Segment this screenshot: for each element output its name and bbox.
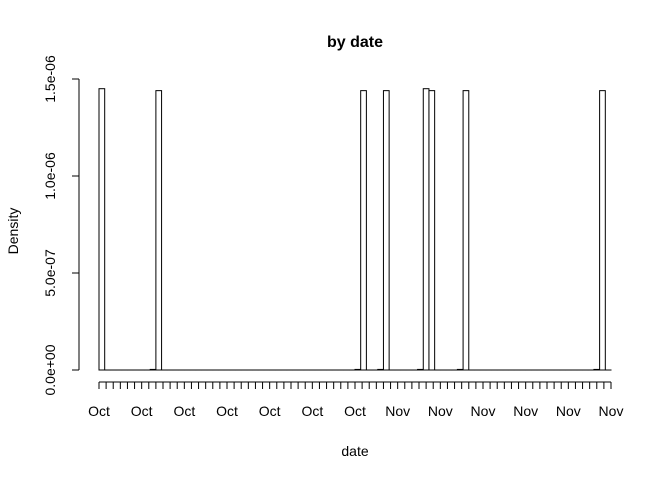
histogram-bar [428, 90, 436, 371]
histogram-bar [354, 368, 362, 371]
histogram-bar [155, 90, 163, 371]
y-axis: 0.0e+00 5.0e-07 1.0e-06 1.5e-06 [42, 55, 80, 396]
x-tick-label: Nov [513, 403, 538, 419]
x-tick-label: Oct [216, 403, 238, 419]
histogram-bar [98, 88, 106, 371]
histogram-bar [462, 90, 470, 371]
x-tick-label: Nov [471, 403, 496, 419]
x-tick-label: Nov [385, 403, 410, 419]
histogram-bar [417, 368, 424, 371]
histogram-bar [149, 368, 157, 371]
histogram-bar [382, 90, 390, 371]
x-tick-label: Nov [599, 403, 624, 419]
histogram-bar [360, 90, 367, 371]
bars-group [98, 88, 612, 371]
x-tick-label: Nov [556, 403, 581, 419]
histogram-bar [456, 368, 464, 371]
y-tick-label: 0.0e+00 [42, 344, 58, 395]
x-tick-label: Oct [131, 403, 153, 419]
y-tick-label: 5.0e-07 [42, 249, 58, 297]
y-tick-label: 1.5e-06 [42, 55, 58, 103]
x-tick-label: Oct [88, 403, 110, 419]
chart-title: by date [327, 34, 383, 51]
x-tick-label: Nov [428, 403, 453, 419]
histogram-bar [599, 90, 606, 371]
x-tick-label: Oct [344, 403, 366, 419]
y-tick-label: 1.0e-06 [42, 152, 58, 200]
histogram-bar [593, 368, 601, 371]
x-axis: Oct Oct Oct Oct Oct Oct Oct Nov Nov Nov Nov Nov Nov [88, 381, 624, 419]
x-tick-label: Oct [259, 403, 281, 419]
histogram-bar [422, 88, 430, 371]
x-tick-label: Oct [301, 403, 323, 419]
y-axis-label: Density [5, 208, 21, 255]
histogram-bar [377, 368, 384, 371]
x-axis-label: date [341, 443, 368, 459]
x-tick-label: Oct [173, 403, 195, 419]
